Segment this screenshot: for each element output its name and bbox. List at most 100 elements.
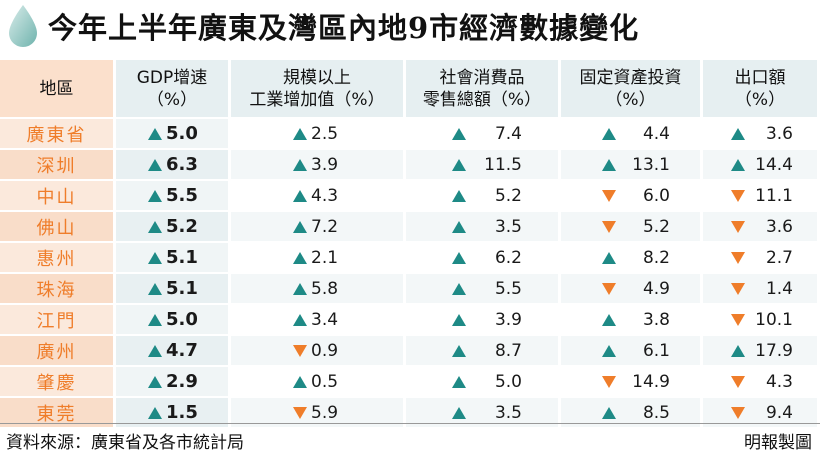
up-arrow-icon [452,189,466,202]
retail-cell: 7.4 [406,117,561,148]
export-value: 1.4 [765,278,793,299]
gdp-value: 5.5 [166,185,198,206]
up-arrow-icon [293,189,307,202]
down-arrow-icon [731,282,745,295]
table-row: 深圳 6.3 3.9 11.5 13.1 14.4 [0,148,820,179]
up-arrow-icon [148,375,162,388]
gdp-cell: 2.9 [116,365,231,396]
retail-cell: 5.2 [406,179,561,210]
region-name: 中山 [0,179,116,210]
up-arrow-icon [293,220,307,233]
retail-cell: 5.0 [406,365,561,396]
gdp-value: 6.3 [166,154,198,175]
industrial-cell: 5.9 [231,396,406,427]
gdp-cell: 5.0 [116,117,231,148]
industrial-cell: 5.8 [231,272,406,303]
down-arrow-icon [731,220,745,233]
region-name: 廣東省 [0,117,116,148]
table-row: 佛山 5.2 7.2 3.5 5.2 3.6 [0,210,820,241]
table-row: 東莞 1.5 5.9 3.5 8.5 9.4 [0,396,820,427]
up-arrow-icon [731,344,745,357]
fixed-cell: 4.4 [561,117,703,148]
retail-value: 3.5 [494,216,522,237]
up-arrow-icon [452,344,466,357]
export-value: 3.6 [765,216,793,237]
down-arrow-icon [731,313,745,326]
down-arrow-icon [602,282,616,295]
industrial-value: 5.9 [311,402,339,423]
up-arrow-icon [731,158,745,171]
up-arrow-icon [148,189,162,202]
up-arrow-icon [602,344,616,357]
retail-cell: 3.9 [406,303,561,334]
retail-cell: 3.5 [406,210,561,241]
industrial-value: 5.8 [311,278,339,299]
credit-note: 明報製圖 [744,433,812,453]
table-row: 江門 5.0 3.4 3.9 3.8 10.1 [0,303,820,334]
down-arrow-icon [731,189,745,202]
industrial-value: 2.1 [311,247,339,268]
up-arrow-icon [452,406,466,419]
export-cell: 4.3 [703,365,820,396]
gdp-value: 5.0 [166,123,198,144]
up-arrow-icon [452,127,466,140]
industrial-value: 2.5 [311,123,339,144]
region-name: 惠州 [0,241,116,272]
up-arrow-icon [148,158,162,171]
retail-cell: 6.2 [406,241,561,272]
up-arrow-icon [148,220,162,233]
export-value: 14.4 [755,154,793,175]
table-header-row: 地區 GDP增速 （%） 規模以上 工業增加值（%） 社會消費品 零售總額（%） 固定… [0,60,820,117]
gdp-value: 5.0 [166,309,198,330]
export-cell: 1.4 [703,272,820,303]
fixed-value: 13.1 [632,154,670,175]
header-gdp: GDP增速 （%） [116,60,231,117]
up-arrow-icon [602,406,616,419]
up-arrow-icon [452,375,466,388]
fixed-value: 4.9 [642,278,670,299]
industrial-value: 0.5 [311,371,339,392]
up-arrow-icon [148,251,162,264]
retail-cell: 11.5 [406,148,561,179]
industrial-value: 7.2 [311,216,339,237]
down-arrow-icon [602,375,616,388]
up-arrow-icon [293,127,307,140]
export-value: 9.4 [765,402,793,423]
title-bar: 今年上半年廣東及灣區內地9市經濟數據變化 [0,0,820,50]
industrial-cell: 7.2 [231,210,406,241]
export-value: 10.1 [755,309,793,330]
region-name: 珠海 [0,272,116,303]
industrial-value: 4.3 [311,185,339,206]
export-cell: 14.4 [703,148,820,179]
industrial-cell: 2.1 [231,241,406,272]
header-industrial: 規模以上 工業增加值（%） [231,60,406,117]
industrial-cell: 0.5 [231,365,406,396]
gdp-cell: 5.2 [116,210,231,241]
down-arrow-icon [293,344,307,357]
retail-cell: 8.7 [406,334,561,365]
industrial-cell: 0.9 [231,334,406,365]
fixed-value: 3.8 [642,309,670,330]
retail-value: 11.5 [484,154,522,175]
retail-cell: 3.5 [406,396,561,427]
fixed-value: 6.0 [642,185,670,206]
down-arrow-icon [293,406,307,419]
down-arrow-icon [731,375,745,388]
region-name: 佛山 [0,210,116,241]
fixed-cell: 5.2 [561,210,703,241]
export-cell: 10.1 [703,303,820,334]
export-cell: 11.1 [703,179,820,210]
up-arrow-icon [148,344,162,357]
retail-value: 8.7 [494,340,522,361]
gdp-value: 5.1 [166,278,198,299]
industrial-cell: 3.4 [231,303,406,334]
up-arrow-icon [148,313,162,326]
fixed-value: 4.4 [642,123,670,144]
up-arrow-icon [293,282,307,295]
up-arrow-icon [602,127,616,140]
export-value: 17.9 [755,340,793,361]
retail-value: 7.4 [494,123,522,144]
fixed-value: 8.2 [642,247,670,268]
gdp-value: 2.9 [166,371,198,392]
economic-data-table: 地區 GDP增速 （%） 規模以上 工業增加值（%） 社會消費品 零售總額（%） 固定… [0,60,820,427]
